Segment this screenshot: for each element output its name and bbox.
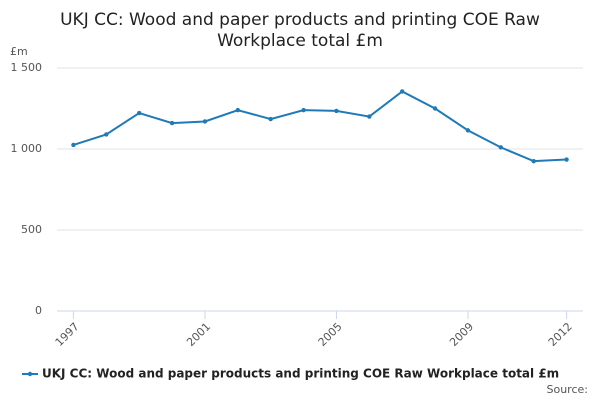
y-tick-label: 1 000 — [11, 142, 43, 155]
marker — [334, 108, 339, 114]
y-tick-label: 0 — [35, 304, 42, 317]
marker — [531, 158, 536, 164]
x-tick-label: 2012 — [546, 320, 575, 349]
x-tick-label: 2005 — [316, 320, 345, 349]
x-tick-label: 1997 — [53, 320, 82, 349]
marker — [564, 157, 569, 162]
marker — [498, 145, 504, 150]
title-line: Workplace total £m — [217, 31, 383, 51]
x-tick-label: 2009 — [447, 320, 476, 349]
marker — [104, 132, 109, 137]
marker — [399, 89, 405, 94]
marker — [367, 114, 372, 119]
chart-title: UKJ CC: Wood and paper products and prin… — [60, 10, 540, 51]
marker — [268, 116, 273, 122]
marker — [202, 119, 208, 124]
marker — [465, 128, 471, 133]
marker — [71, 142, 76, 148]
y-axis-label: £m — [10, 45, 28, 58]
marker — [301, 107, 306, 113]
x-tick-label: 2001 — [184, 320, 213, 349]
marker — [235, 107, 241, 113]
marker — [432, 106, 438, 111]
y-tick-label: 1 500 — [11, 61, 43, 74]
legend-symbol — [27, 371, 33, 377]
y-tick-label: 500 — [21, 223, 42, 236]
marker — [169, 120, 175, 126]
marker — [136, 110, 142, 116]
legend-label: UKJ CC: Wood and paper products and prin… — [42, 367, 559, 381]
source: Source: — [547, 383, 589, 396]
title-line: UKJ CC: Wood and paper products and prin… — [60, 10, 540, 30]
line — [73, 90, 567, 163]
